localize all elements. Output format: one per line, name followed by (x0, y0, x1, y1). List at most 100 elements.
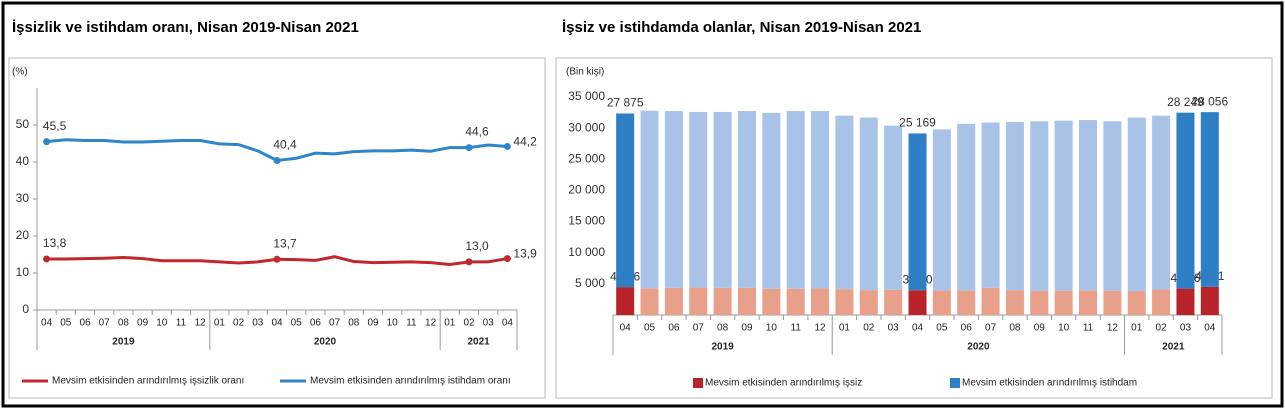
point-marker (465, 144, 473, 152)
x-tick-label: 03 (252, 318, 264, 329)
x-tick-label: 10 (1058, 323, 1070, 334)
x-tick-label: 02 (233, 318, 245, 329)
x-tick-label: 04 (271, 318, 283, 329)
bar-segment (664, 287, 683, 315)
bar-segment (835, 115, 854, 290)
bar-segment (1079, 290, 1098, 315)
bar-segment (1176, 112, 1195, 289)
bar-segment (1079, 120, 1098, 291)
x-tick-label: 04 (502, 318, 514, 329)
bar-segment (786, 111, 805, 289)
x-tick-label: 10 (387, 318, 399, 329)
x-tick-label: 12 (195, 318, 207, 329)
data-label: 28 056 (1191, 94, 1228, 108)
x-tick-label: 09 (1034, 323, 1046, 334)
point-marker (273, 157, 281, 165)
x-tick-label: 05 (60, 318, 72, 329)
y-axis-unit: (%) (12, 67, 28, 78)
y-tick-label: 20 (16, 228, 30, 242)
data-label: 13,8 (43, 236, 67, 250)
bar-segment (1127, 291, 1146, 315)
bar-segment (957, 290, 976, 315)
bar-segment (884, 289, 903, 315)
bar-segment (1176, 288, 1195, 315)
point-marker (43, 255, 51, 263)
bar-segment (1030, 291, 1049, 315)
bar-segment (1054, 120, 1073, 291)
year-label: 2021 (1162, 342, 1185, 353)
year-label: 2020 (314, 337, 337, 348)
bar-segment (835, 289, 854, 315)
y-tick-label: 35 000 (568, 89, 605, 103)
data-label: 25 169 (899, 116, 936, 130)
x-tick-label: 11 (1083, 323, 1094, 334)
y-tick-label: 25 000 (568, 151, 605, 165)
x-tick-label: 08 (717, 323, 729, 334)
bar-segment (1127, 117, 1146, 292)
x-tick-label: 12 (425, 318, 437, 329)
y-tick-label: 40 (16, 154, 30, 168)
bar-segment (713, 287, 732, 315)
x-tick-label: 01 (1131, 323, 1143, 334)
x-tick-label: 11 (406, 318, 417, 329)
bar-segment (957, 123, 976, 291)
year-label: 2019 (711, 342, 734, 353)
x-tick-label: 06 (310, 318, 322, 329)
bar-segment (981, 287, 1000, 315)
bar-segment (1152, 115, 1171, 290)
bar-segment (737, 111, 756, 288)
y-tick-label: 50 (16, 117, 30, 131)
x-tick-label: 11 (791, 323, 802, 334)
chart-title: İşsizlik ve istihdam oranı, Nisan 2019-N… (12, 19, 359, 36)
bar-segment (859, 290, 878, 315)
data-label: 13,9 (513, 247, 537, 261)
year-label: 2019 (112, 337, 135, 348)
legend-label: Mevsim etkisinden arındırılmış istihdam (962, 378, 1137, 389)
x-tick-label: 07 (693, 323, 705, 334)
data-label: 13,7 (273, 236, 297, 250)
x-tick-label: 08 (348, 318, 360, 329)
y-tick-label: 20 000 (568, 183, 605, 197)
bar-segment (1005, 290, 1024, 315)
y-axis-unit: (Bin kişi) (566, 67, 604, 78)
bar-segment (932, 290, 951, 315)
year-label: 2020 (967, 342, 990, 353)
x-tick-label: 06 (79, 318, 91, 329)
x-tick-label: 01 (839, 323, 851, 334)
legend-swatch (950, 378, 960, 388)
x-tick-label: 03 (483, 318, 495, 329)
x-tick-label: 02 (1156, 323, 1168, 334)
bar-segment (616, 113, 635, 288)
x-tick-label: 06 (961, 323, 973, 334)
bar-segment (664, 111, 683, 288)
x-tick-label: 10 (766, 323, 778, 334)
x-tick-label: 04 (41, 318, 53, 329)
data-label: 44,6 (465, 125, 489, 139)
bar-segment (689, 287, 708, 315)
x-tick-label: 11 (176, 318, 187, 329)
bar-segment (1030, 121, 1049, 292)
bar-segment (762, 112, 781, 289)
bar-segment (1103, 121, 1122, 291)
x-tick-label: 09 (137, 318, 149, 329)
left-panel (8, 57, 546, 399)
data-label: 45,5 (43, 119, 67, 133)
bar-segment (1152, 289, 1171, 315)
x-tick-label: 12 (814, 323, 826, 334)
x-tick-label: 01 (444, 318, 456, 329)
bar-segment (640, 110, 659, 289)
bar-segment (908, 133, 927, 291)
point-marker (503, 255, 511, 263)
y-tick-label: 30 000 (568, 120, 605, 134)
x-tick-label: 07 (985, 323, 997, 334)
x-tick-label: 08 (118, 318, 130, 329)
right-panel (555, 57, 1273, 399)
x-tick-label: 02 (463, 318, 475, 329)
legend-label: Mevsim etkisinden arındırılmış istihdam … (310, 376, 511, 387)
y-tick-label: 5 000 (575, 276, 605, 290)
data-label: 44,2 (513, 135, 537, 149)
bar-segment (908, 290, 927, 315)
bar-segment (786, 288, 805, 315)
x-tick-label: 02 (863, 323, 875, 334)
bar-segment (981, 122, 1000, 288)
